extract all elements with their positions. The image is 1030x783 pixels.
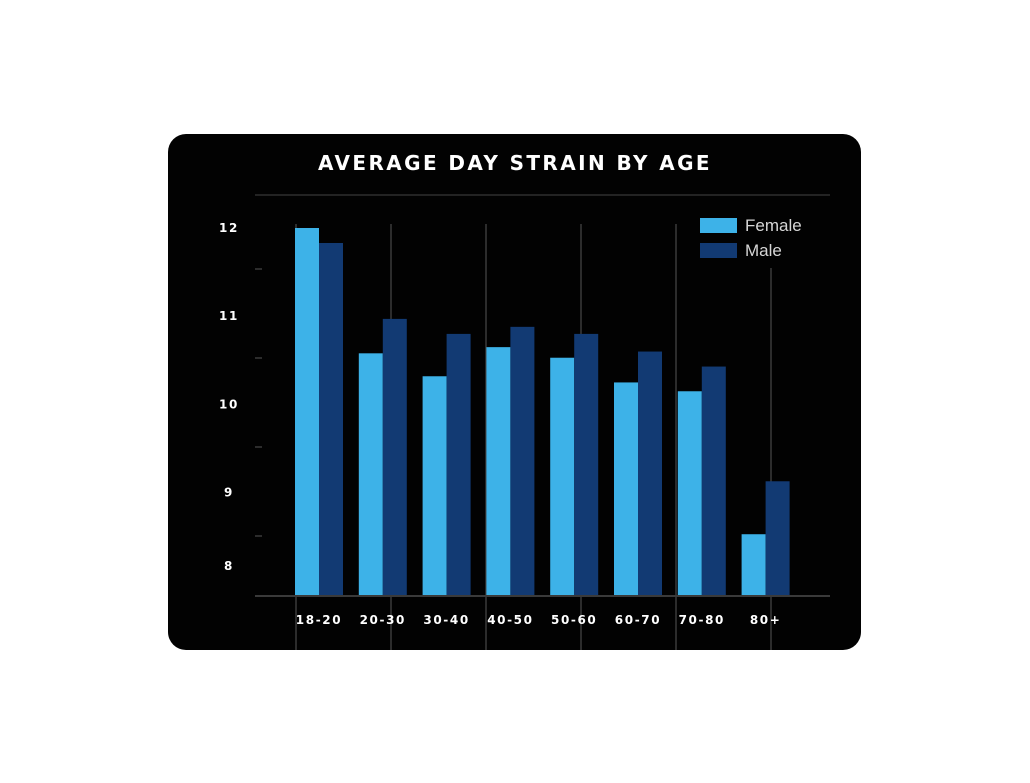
- x-tick-label: 50-60: [551, 613, 597, 627]
- legend-label-female: Female: [745, 216, 802, 235]
- x-tick-label: 30-40: [423, 613, 469, 627]
- bar-female: [486, 347, 511, 596]
- bar-male: [701, 366, 726, 596]
- bar-male: [638, 351, 662, 596]
- bar-male: [446, 333, 471, 596]
- bar-male: [574, 333, 599, 596]
- y-tick-label: 11: [219, 309, 239, 323]
- legend-swatch-female: [700, 218, 737, 233]
- x-tick-label: 60-70: [615, 613, 661, 627]
- chart-title: AVERAGE DAY STRAIN BY AGE: [317, 151, 712, 175]
- x-tick-label: 70-80: [679, 613, 725, 627]
- x-tick-label: 20-30: [360, 613, 406, 627]
- bar-male: [765, 481, 790, 596]
- bar-female: [550, 357, 575, 596]
- bar-male: [510, 326, 535, 596]
- bar-male: [382, 318, 407, 596]
- legend-swatch-male: [700, 243, 737, 258]
- bar-male: [319, 243, 343, 597]
- y-tick-label: 9: [224, 486, 234, 500]
- x-tick-label: 80+: [750, 613, 782, 627]
- y-tick-label: 10: [219, 397, 239, 411]
- bar-female: [358, 353, 383, 596]
- x-tick-label: 18-20: [296, 613, 342, 627]
- bar-female: [422, 376, 447, 596]
- x-tick-label: 40-50: [487, 613, 533, 627]
- bar-female: [677, 391, 702, 596]
- y-tick-label: 12: [219, 221, 239, 235]
- legend-label-male: Male: [745, 241, 782, 260]
- bar-female: [295, 228, 319, 596]
- bar-female: [741, 534, 766, 596]
- y-tick-label: 8: [224, 559, 234, 573]
- bar-female: [614, 382, 638, 596]
